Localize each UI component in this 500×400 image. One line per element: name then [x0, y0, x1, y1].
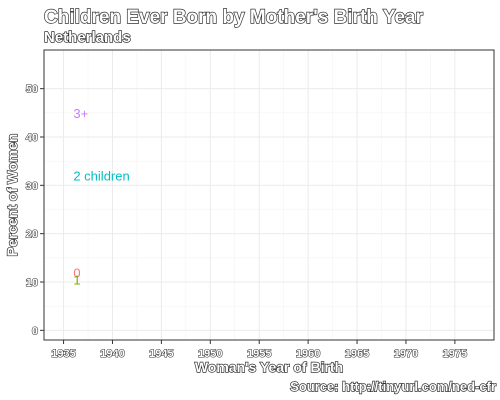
x-tick-label: 1965 [345, 348, 369, 360]
y-tick-label: 0 [32, 325, 38, 337]
series-label: 0 [73, 265, 80, 280]
x-tick-label: 1940 [100, 348, 124, 360]
x-tick-label: 1935 [51, 348, 75, 360]
y-tick-label: 40 [26, 132, 38, 144]
series-labels: 3+ 2 children 01 [73, 106, 129, 288]
series-label: 3+ [73, 106, 88, 121]
plot-background [44, 50, 494, 340]
y-tick-label: 20 [26, 229, 38, 241]
y-axis-title: Percent of Women [4, 134, 20, 257]
x-tick-label: 1970 [394, 348, 418, 360]
plot-border [43, 49, 495, 341]
plot-panel: 3+ 2 children 01 [43, 49, 495, 341]
y-tick-label: 30 [26, 180, 38, 192]
x-axis-title: Woman's Year of Birth [195, 359, 343, 375]
y-axis: 0 10 20 30 40 50 [25, 83, 44, 338]
chart-title: Children Ever Born by Mother's Birth Yea… [44, 7, 424, 28]
x-axis: 1935 1940 1945 1950 1955 1960 1965 1970 1975 [51, 340, 468, 361]
x-tick-label: 1960 [296, 348, 320, 360]
x-tick-label: 1950 [198, 348, 222, 360]
series-label: 2 children [73, 169, 129, 184]
y-tick-label: 50 [26, 84, 38, 96]
x-tick-label: 1945 [149, 348, 173, 360]
gridlines [44, 50, 494, 340]
x-tick-label: 1975 [443, 348, 467, 360]
series-label: 1 [73, 273, 80, 288]
x-tick-label: 1955 [247, 348, 271, 360]
chart-subtitle: Netherlands [44, 29, 131, 46]
y-tick-label: 10 [26, 277, 38, 289]
source-caption: Source: http://tinyurl.com/ned-cfr [290, 379, 496, 394]
